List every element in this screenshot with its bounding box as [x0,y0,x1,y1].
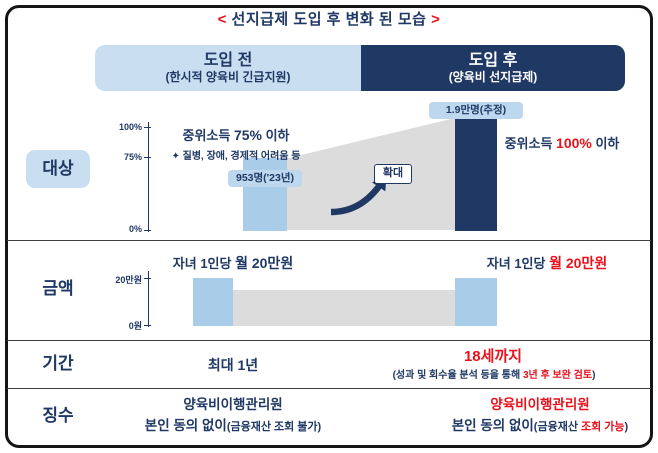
page-title: < 선지급제 도입 후 변화 된 모습 > [0,8,658,29]
consent-text: 본인 동의 없이 [144,418,227,433]
income-prefix: 중위소득 [182,128,234,143]
row-divider [7,240,651,241]
row-label-target: 대상 [26,150,90,188]
amount-prefix: 자녀 1인당 [172,256,236,271]
amount-before-text: 자녀 1인당 월 20만원 [150,253,316,273]
amount-bar-after [455,278,497,326]
paren-text: (금융재산 조회 불가) [226,421,322,433]
target-axis-label-75: 75% [123,152,142,162]
period-before-text: 최대 1년 [207,357,259,373]
target-bar-before [243,158,287,231]
target-bar-after [455,118,497,231]
row-label-collection: 징수 [42,406,74,425]
income-suffix: 이하 [591,136,620,151]
title-bracket-open: < [217,11,227,28]
amount-after-text: 자녀 1인당 월 20만원 [464,253,630,273]
title-text: 선지급제 도입 후 변화 된 모습 [226,11,432,28]
income-suffix: 이하 [261,128,290,143]
amount-axis-line [148,271,149,327]
row-divider [7,388,651,389]
target-before-condition-text: ✦ 질병, 장애, 경제적 어려움 등 [171,151,301,162]
column-header-after-subtitle: (양육비 선지급제) [448,70,538,85]
column-header-after-title: 도입 후 [468,52,518,70]
target-after-income-text: 중위소득 100% 이하 [498,133,626,152]
expand-label: 확대 [374,164,412,184]
amount-emphasis: 월 20만원 [235,255,294,271]
amount-emphasis: 월 20만원 [549,255,608,271]
period-after-sub-text: (성과 및 회수율 분석 등을 통해 3년 후 보완 검토) [368,366,620,381]
column-header-before-subtitle: (한시적 양육비 긴급지원) [165,70,291,85]
collection-after-consent-text: 본인 동의 없이(금융재산 조회 가능) [440,414,640,435]
income-prefix: 중위소득 [504,136,557,151]
target-axis-line [148,122,149,232]
column-header-before-title: 도입 전 [203,52,253,70]
period-sub-close: ) [592,370,596,381]
income-emphasis: 100% [556,135,592,151]
amount-equal-band [233,290,457,326]
collection-after-org: 양육비이행관리원 [490,397,590,412]
target-axis-label-100: 100% [118,122,142,132]
axis-tick [144,127,151,128]
axis-tick [144,230,151,231]
axis-tick [144,157,151,158]
axis-tick [144,325,151,326]
target-axis-label-0: 0% [128,224,142,234]
row-divider [7,340,651,341]
consent-text: 본인 동의 없이 [451,418,534,433]
period-sub-prefix: (성과 및 회수율 분석 등을 통해 [392,370,523,381]
collection-before-consent-text: 본인 동의 없이(금융재산 조회 불가) [133,414,333,435]
amount-axis-label-bottom: 0원 [128,321,142,331]
period-sub-emphasis: 3년 후 보완 검토 [522,370,593,381]
expand-arrow-icon [326,168,398,220]
paren-emphasis: 조회 가능 [581,421,625,433]
title-bracket-close: > [431,11,441,28]
target-before-income-text: 중위소득 75% 이하 [152,125,320,144]
collection-before-org: 양육비이행관리원 [183,397,283,412]
row-label-period: 기간 [42,354,74,373]
target-after-count-badge: 1.9만명(추정) [429,102,523,119]
axis-tick [144,278,151,279]
income-emphasis: 75% [233,127,262,143]
target-before-count-badge: 953명('23년) [228,170,302,187]
column-header-before: 도입 전 (한시적 양육비 긴급지원) [95,45,361,91]
period-after-main-text: 18세까지 [463,348,523,365]
outer-border [5,5,653,448]
amount-bar-before [193,278,233,326]
paren-prefix: (금융재산 [533,421,581,433]
column-header-after: 도입 후 (양육비 선지급제) [361,45,625,91]
paren-close: ) [624,421,629,433]
row-label-amount: 금액 [42,279,74,298]
amount-axis-label-top: 20만원 [115,275,142,285]
amount-prefix: 자녀 1인당 [486,256,550,271]
